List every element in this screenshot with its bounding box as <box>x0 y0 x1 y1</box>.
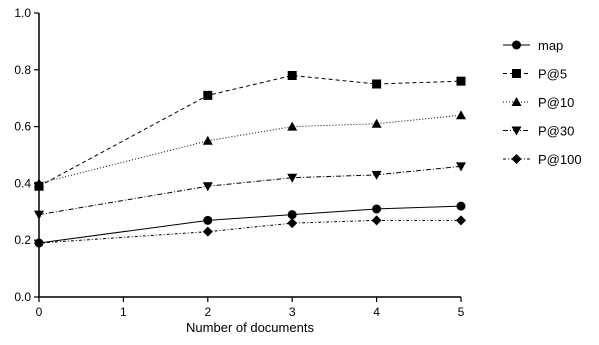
series-layer <box>34 70 466 249</box>
x-tick-label: 0 <box>36 305 43 319</box>
data-point-p-100 <box>456 215 466 226</box>
series-map <box>34 201 466 248</box>
legend-label: P@10 <box>538 95 574 110</box>
data-point-p-10 <box>287 121 298 131</box>
legend-marker <box>511 154 522 164</box>
data-point-map <box>287 210 297 220</box>
data-point-p-5 <box>287 70 297 80</box>
series-p-30 <box>34 162 466 220</box>
legend-item-p-10: P@10 <box>503 95 574 110</box>
data-point-p-100 <box>34 238 44 249</box>
legend-marker <box>512 69 521 78</box>
series-p-10 <box>34 110 466 188</box>
series-p-100 <box>34 215 466 249</box>
y-tick-label: 0.2 <box>14 233 31 247</box>
legend-marker <box>512 40 521 50</box>
legend-label: P@5 <box>538 67 567 82</box>
data-point-p-30 <box>34 210 44 220</box>
data-point-p-100 <box>287 218 298 229</box>
data-point-p-30 <box>371 170 382 180</box>
x-tick-label: 3 <box>289 305 296 319</box>
data-point-p-10 <box>34 178 44 188</box>
data-point-p-100 <box>202 226 213 237</box>
data-point-p-30 <box>287 173 298 183</box>
data-point-p-30 <box>456 162 466 172</box>
series-line-p-30 <box>38 165 462 216</box>
legend-marker <box>511 97 522 106</box>
y-tick-label: 0.0 <box>14 290 31 304</box>
x-tick-label: 2 <box>204 305 211 319</box>
legend: map P@5 P@10 P@30 P@100 <box>503 38 582 167</box>
x-tick-label: 1 <box>120 305 127 319</box>
legend-marker <box>511 126 522 136</box>
legend-item-p-5: P@5 <box>503 67 567 82</box>
y-tick-label: 0.8 <box>14 63 31 77</box>
data-point-p-5 <box>456 76 466 86</box>
data-point-map <box>456 201 466 211</box>
legend-item-p-100: P@100 <box>503 152 582 167</box>
x-tick-label: 5 <box>458 305 465 319</box>
series-line-p-5 <box>38 74 462 187</box>
series-line-map <box>38 205 462 244</box>
data-point-p-5 <box>203 90 213 100</box>
y-tick-label: 1.0 <box>14 6 31 20</box>
data-point-p-10 <box>371 118 382 128</box>
legend-label: P@100 <box>538 152 582 167</box>
ticks: 0.0 0.2 0.4 0.6 0.8 1.0 0 1 2 3 4 5 <box>14 6 464 319</box>
x-axis-title: Number of documents <box>186 320 314 335</box>
data-point-map <box>203 215 213 225</box>
legend-label: P@30 <box>538 124 574 139</box>
data-point-map <box>372 204 382 214</box>
data-point-p-5 <box>372 79 382 89</box>
series-line-p-100 <box>38 219 461 244</box>
data-point-p-30 <box>202 182 213 192</box>
legend-label: map <box>538 38 563 53</box>
legend-item-p-30: P@30 <box>503 124 574 139</box>
series-line-p-10 <box>38 114 462 184</box>
data-point-p-10 <box>456 110 466 120</box>
data-point-p-10 <box>202 135 213 145</box>
x-tick-label: 4 <box>373 305 380 319</box>
y-tick-label: 0.4 <box>14 176 31 190</box>
data-point-p-100 <box>371 215 382 226</box>
legend-item-map: map <box>503 38 563 53</box>
axes <box>38 13 461 298</box>
y-tick-label: 0.6 <box>14 120 31 134</box>
